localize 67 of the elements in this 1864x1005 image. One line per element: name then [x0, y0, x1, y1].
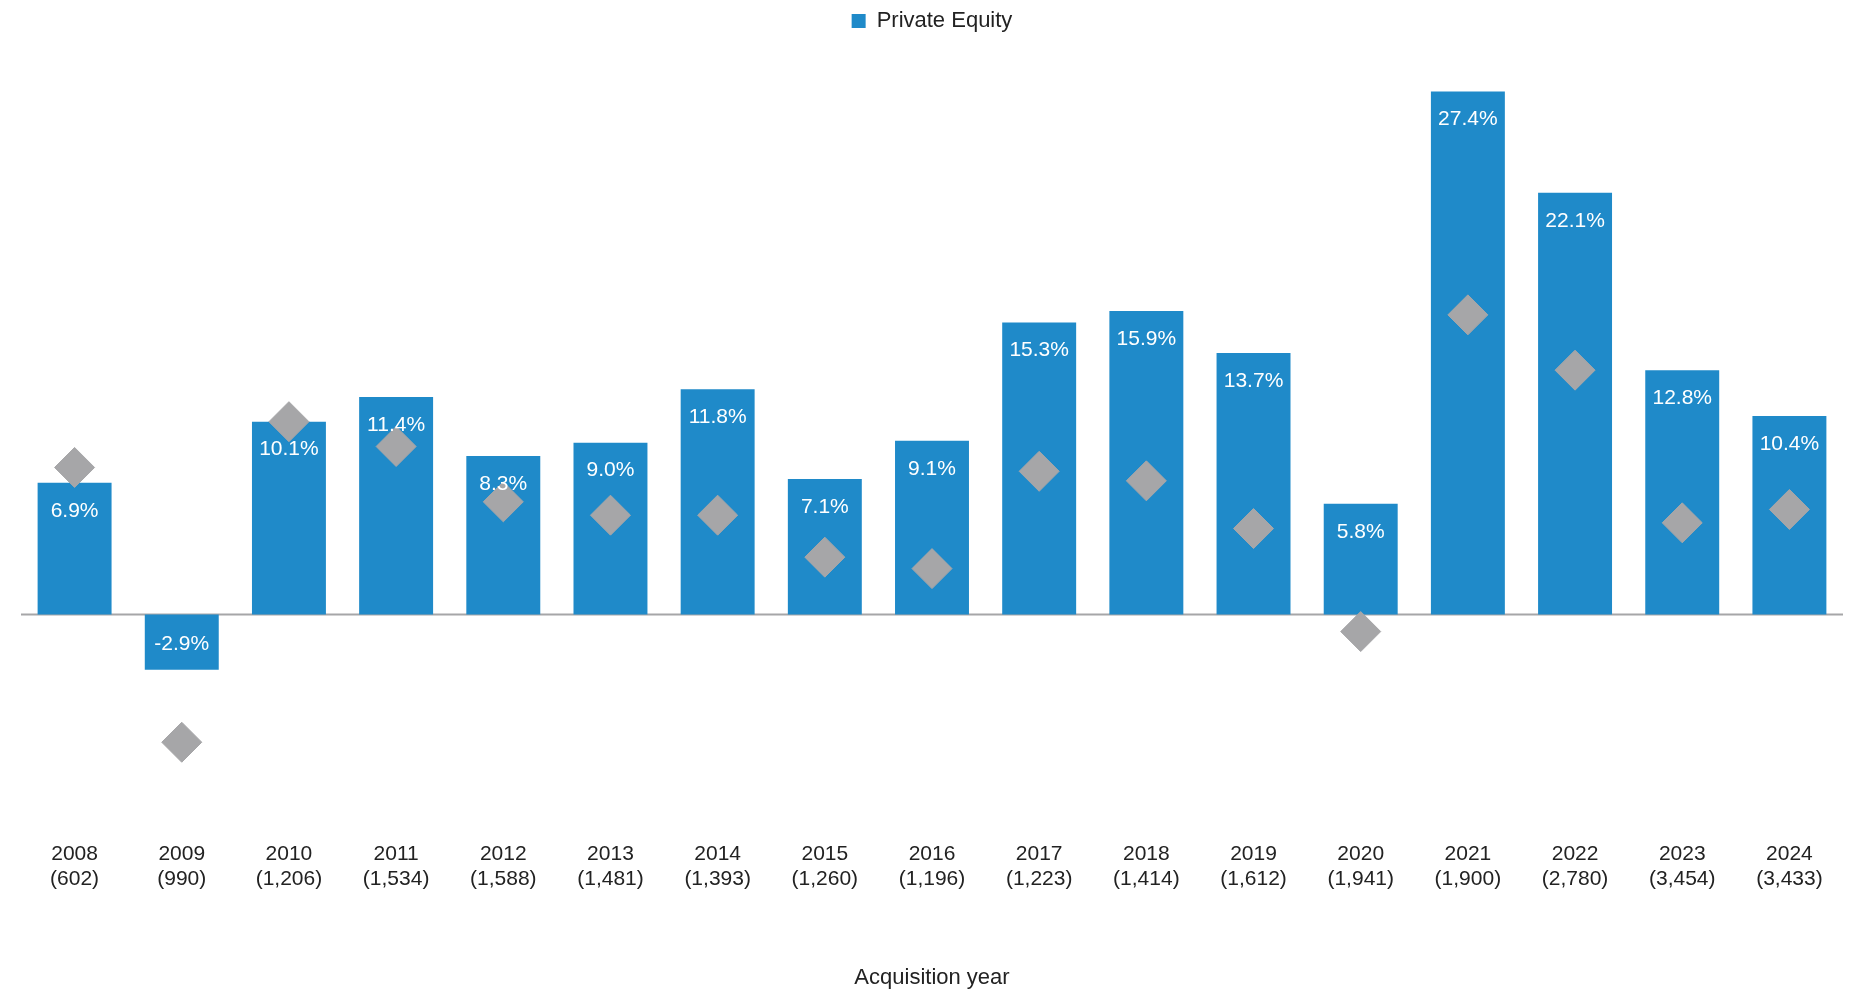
- data-label: 22.1%: [1545, 207, 1605, 231]
- bar: [466, 456, 541, 615]
- x-tick-label: 2022 (2,780): [1541, 840, 1609, 889]
- legend-label: Private Equity: [876, 7, 1013, 33]
- bar: [1216, 353, 1291, 615]
- x-tick-label: 2008 (602): [50, 840, 100, 889]
- data-label: 11.8%: [688, 404, 747, 428]
- x-tick-label: 2021 (1,900): [1434, 840, 1502, 889]
- bar: [787, 478, 862, 615]
- point: [268, 401, 310, 443]
- data-label: 10.1%: [259, 436, 319, 460]
- x-tick-label: 2014 (1,393): [684, 840, 751, 889]
- point: [1125, 460, 1167, 502]
- point: [1233, 508, 1275, 550]
- point: [1340, 611, 1382, 653]
- data-label: 12.8%: [1652, 384, 1713, 408]
- data-label: 6.9%: [50, 497, 99, 521]
- data-label: 15.9%: [1116, 325, 1177, 349]
- x-tick-label: 2023 (3,454): [1648, 840, 1716, 889]
- x-tick-label: 2024 (3,433): [1756, 840, 1823, 889]
- x-tick-label: 2009 (990): [157, 840, 207, 889]
- x-tick-label: 2016 (1,196): [898, 840, 966, 889]
- data-label: 13.7%: [1223, 367, 1284, 391]
- point: [1447, 294, 1489, 336]
- point: [1018, 450, 1060, 492]
- x-tick-label: 2012 (1,588): [470, 840, 537, 889]
- data-label: 5.8%: [1336, 518, 1385, 542]
- point: [911, 548, 953, 590]
- x-tick-label: 2018 (1,414): [1113, 840, 1180, 889]
- data-label: 15.3%: [1009, 337, 1069, 361]
- x-tick-label: 2013 (1,481): [577, 840, 644, 889]
- bar: [1109, 311, 1184, 615]
- point: [1554, 349, 1596, 391]
- point: [54, 446, 96, 488]
- bar: [144, 614, 219, 670]
- point: [697, 494, 739, 536]
- x-tick-label: 2017 (1,223): [1005, 840, 1073, 889]
- bar: [1430, 91, 1505, 615]
- bar: [1323, 503, 1398, 615]
- x-tick-label: 2010 (1,206): [255, 840, 323, 889]
- data-label: 27.4%: [1438, 106, 1498, 130]
- bar: [251, 421, 326, 615]
- data-label: 9.1%: [908, 455, 956, 479]
- data-label: -2.9%: [154, 630, 210, 654]
- x-tick-label: 2015 (1,260): [791, 840, 859, 889]
- bar: [1645, 370, 1720, 615]
- bar: [359, 396, 434, 615]
- data-label: 8.3%: [479, 470, 528, 494]
- bar: [37, 482, 112, 615]
- data-label: 11.4%: [367, 411, 426, 435]
- bar: [680, 389, 755, 615]
- x-tick-label: 2019 (1,612): [1220, 840, 1287, 889]
- bar: [1002, 322, 1077, 615]
- x-tick-label: 2011 (1,534): [362, 840, 430, 889]
- data-label: 7.1%: [800, 493, 849, 517]
- x-axis-title: Acquisition year: [854, 963, 1010, 989]
- x-tick-label: 2020 (1,941): [1327, 840, 1394, 889]
- data-label: 10.4%: [1759, 430, 1820, 454]
- point: [1661, 502, 1703, 544]
- bar: [573, 442, 648, 615]
- point: [1768, 488, 1810, 530]
- bar: [895, 440, 969, 615]
- point: [589, 494, 631, 536]
- point: [161, 721, 203, 763]
- bar: [1752, 415, 1827, 615]
- bar: [1538, 192, 1613, 615]
- data-label: 9.0%: [586, 457, 635, 481]
